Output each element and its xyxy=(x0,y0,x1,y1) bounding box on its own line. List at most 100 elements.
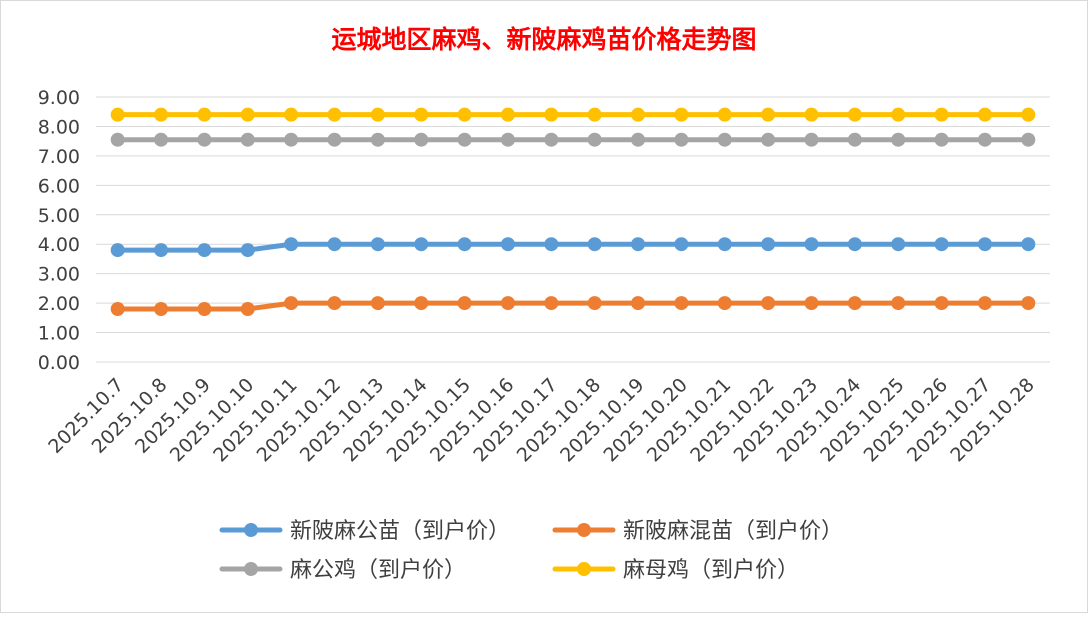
data-point xyxy=(674,237,689,252)
legend-swatch-marker xyxy=(244,523,258,537)
data-point xyxy=(370,237,385,252)
data-point xyxy=(197,107,212,122)
data-point xyxy=(891,237,906,252)
legend: 新陂麻公苗（到户价） 新陂麻混苗（到户价） 麻公鸡（到户价） 麻母鸡（到户价） xyxy=(219,519,843,583)
y-tick-label: 2.00 xyxy=(38,293,80,315)
data-point xyxy=(631,237,646,252)
data-point xyxy=(240,243,255,258)
data-point xyxy=(327,237,342,252)
legend-item: 麻母鸡（到户价） xyxy=(552,558,799,583)
data-point xyxy=(587,237,602,252)
data-point xyxy=(110,243,125,258)
data-point xyxy=(934,132,949,147)
y-tick-label: 6.00 xyxy=(38,175,80,197)
data-point xyxy=(674,107,689,122)
data-point xyxy=(284,132,299,147)
data-point xyxy=(370,132,385,147)
x-axis-ticks: 2025.10.72025.10.82025.10.92025.10.10202… xyxy=(44,374,1039,466)
data-point xyxy=(500,132,515,147)
data-point xyxy=(327,296,342,311)
data-point xyxy=(1021,296,1036,311)
data-point xyxy=(197,302,212,316)
data-point xyxy=(674,132,689,147)
legend-item: 麻公鸡（到户价） xyxy=(219,558,466,583)
data-point xyxy=(847,296,862,311)
data-point xyxy=(154,302,169,316)
data-point xyxy=(631,132,646,147)
series-line xyxy=(115,300,1031,312)
data-point xyxy=(761,237,776,252)
data-point xyxy=(977,132,992,147)
data-point xyxy=(457,132,472,147)
data-point xyxy=(934,237,949,252)
data-point xyxy=(587,107,602,122)
legend-label: 新陂麻混苗（到户价） xyxy=(623,519,843,544)
data-point xyxy=(977,296,992,311)
y-tick-label: 7.00 xyxy=(38,146,80,168)
data-point xyxy=(717,296,732,311)
y-tick-label: 3.00 xyxy=(38,264,80,286)
data-point xyxy=(631,107,646,122)
data-point xyxy=(240,302,255,316)
data-point xyxy=(891,132,906,147)
y-tick-label: 8.00 xyxy=(38,116,80,138)
y-tick-label: 9.00 xyxy=(38,87,80,109)
data-point xyxy=(500,107,515,122)
data-point xyxy=(197,243,212,258)
data-point xyxy=(457,107,472,122)
data-point xyxy=(761,132,776,147)
series-1 xyxy=(110,237,1036,258)
y-axis-ticks: 0.00 1.00 2.00 3.00 4.00 5.00 6.00 7.00 8.00 9.00 xyxy=(38,87,80,374)
chart-title: 运城地区麻鸡、新陂麻鸡苗价格走势图 xyxy=(331,25,756,54)
data-point xyxy=(457,296,472,311)
data-point xyxy=(674,296,689,311)
data-point xyxy=(761,107,776,122)
data-point xyxy=(154,132,169,147)
data-point xyxy=(891,107,906,122)
data-point xyxy=(804,237,819,252)
legend-label: 麻母鸡（到户价） xyxy=(623,558,799,583)
data-point xyxy=(934,296,949,311)
data-point xyxy=(804,296,819,311)
series-4 xyxy=(110,107,1036,122)
data-point xyxy=(544,132,559,147)
data-point xyxy=(284,296,299,311)
data-point xyxy=(500,296,515,311)
y-tick-label: 5.00 xyxy=(38,205,80,227)
data-point xyxy=(977,107,992,122)
data-point xyxy=(847,132,862,147)
data-point xyxy=(934,107,949,122)
y-tick-label: 4.00 xyxy=(38,234,80,256)
data-point xyxy=(414,107,429,122)
data-point xyxy=(284,107,299,122)
data-point xyxy=(500,237,515,252)
data-point xyxy=(891,296,906,311)
legend-swatch-marker xyxy=(577,523,591,537)
data-point xyxy=(977,237,992,252)
y-tick-label: 1.00 xyxy=(38,323,80,345)
data-point xyxy=(284,237,299,252)
data-point xyxy=(631,296,646,311)
data-point xyxy=(761,296,776,311)
data-point xyxy=(847,237,862,252)
data-point xyxy=(414,296,429,311)
legend-label: 麻公鸡（到户价） xyxy=(290,558,466,583)
series-2 xyxy=(110,296,1036,316)
data-point xyxy=(717,237,732,252)
y-tick-label: 0.00 xyxy=(38,352,80,374)
data-point xyxy=(804,132,819,147)
data-point xyxy=(717,132,732,147)
data-point xyxy=(587,296,602,311)
data-point xyxy=(110,302,125,316)
data-point xyxy=(154,243,169,258)
data-point xyxy=(1021,132,1036,147)
data-point xyxy=(327,107,342,122)
gridlines xyxy=(96,96,1050,363)
data-point xyxy=(587,132,602,147)
data-point xyxy=(240,132,255,147)
data-point xyxy=(110,132,125,147)
legend-item: 新陂麻公苗（到户价） xyxy=(219,519,510,544)
data-point xyxy=(717,107,732,122)
